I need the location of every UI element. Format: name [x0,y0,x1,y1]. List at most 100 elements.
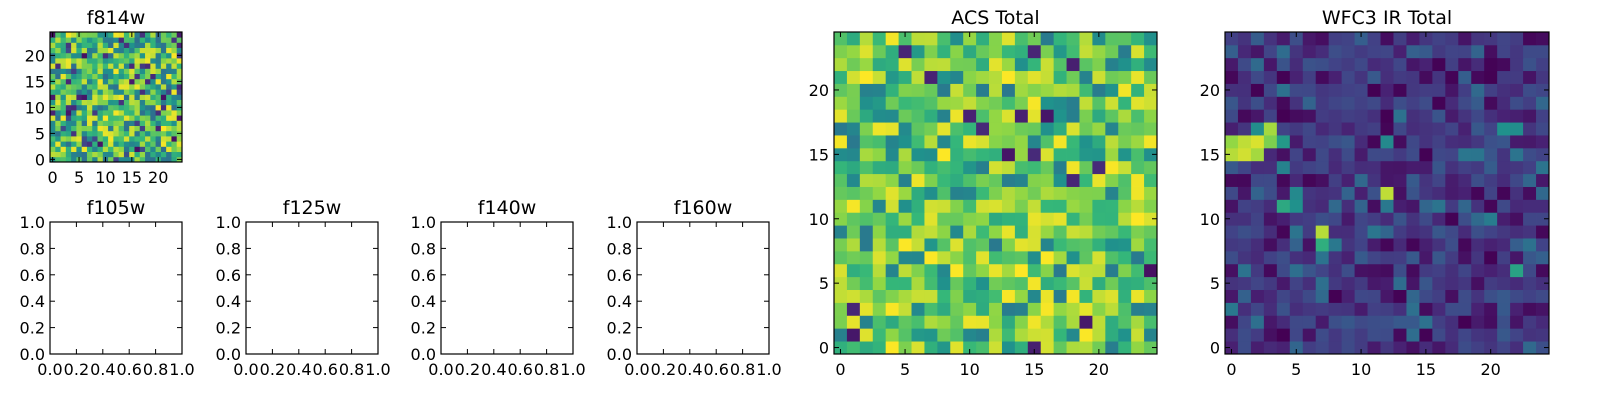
heatmap-cell [924,147,938,162]
heatmap-cell [155,99,162,106]
heatmap-cell [1393,238,1407,252]
heatmap-cell [86,63,93,69]
heatmap-cell [1497,302,1511,316]
heatmap-cell [1341,263,1355,278]
heatmap-cell [139,68,146,74]
heatmap-cell [1406,302,1420,316]
heatmap-cell [872,173,887,187]
heatmap-cell [1066,225,1080,239]
heatmap-cell [92,68,98,74]
heatmap-cell [1079,289,1093,303]
heatmap-cell [60,37,67,43]
axes-frame [636,221,770,355]
heatmap-cell [71,89,77,95]
heatmap-cell [1432,186,1446,200]
heatmap-cell [113,42,120,48]
heatmap-cell [885,70,899,84]
heatmap-cell [1471,225,1485,239]
heatmap-cell [898,263,912,278]
heatmap-cell [71,78,77,85]
heatmap-cell [1523,57,1537,72]
heatmap-cell [92,151,98,158]
heatmap-cell [55,104,61,111]
heatmap-cell [1315,250,1330,265]
y-tick-label: 0.6 [20,266,45,285]
heatmap-cell [1367,160,1381,175]
heatmap-cell [81,73,88,80]
heatmap-cell [1380,289,1394,303]
heatmap-cell [76,52,83,59]
heatmap-cell [1066,44,1080,59]
heatmap-cell [989,315,1003,329]
heatmap-cell [71,151,77,158]
heatmap-cell [71,37,77,43]
heatmap-cell [1497,315,1511,329]
heatmap-cell [1354,96,1368,110]
heatmap-cell [1250,96,1265,110]
heatmap-cell [1079,96,1093,110]
heatmap-cell [92,58,98,64]
x-tick-label: 0 [1226,360,1236,379]
heatmap-cell [55,130,61,137]
heatmap-cell [1393,250,1407,265]
heatmap-cell [1406,135,1420,149]
heatmap-cell [1237,289,1252,303]
heatmap-cell [1263,96,1278,110]
heatmap-cell [846,328,861,342]
heatmap-cell [150,104,156,111]
heatmap-cell [1315,122,1330,136]
heatmap-cell [1237,341,1252,355]
heatmap-cell [963,328,977,342]
heatmap-cell [1315,32,1330,46]
heatmap-cell [129,120,135,126]
heatmap-cell [937,315,951,329]
heatmap-cell [129,151,135,158]
heatmap-cell [911,276,925,290]
heatmap-cell [1328,83,1343,97]
heatmap-cell [65,47,72,54]
heatmap-cell [1276,238,1291,252]
heatmap-cell [71,120,77,126]
heatmap-cell [872,238,887,252]
heatmap-cell [885,199,899,213]
heatmap-cell [834,135,848,149]
heatmap-cell [113,37,120,43]
heatmap-cell [1053,173,1067,187]
heatmap-cell [55,125,61,132]
y-tick-label: 0.2 [607,319,632,338]
heatmap-cell [129,58,135,64]
heatmap-cell [123,42,130,48]
heatmap-cell [1092,341,1106,355]
x-tick-label: 15 [1024,360,1044,379]
heatmap-cell [1458,96,1472,110]
heatmap-cell [60,94,67,100]
heatmap-cell [1079,263,1093,278]
heatmap-cell [1014,173,1029,187]
heatmap-cell [1510,147,1524,162]
heatmap-cell [1484,315,1498,329]
heatmap-cell [65,73,72,80]
heatmap-cell [118,146,125,152]
heatmap-cell [859,96,874,110]
heatmap-cell [1354,147,1368,162]
heatmap-cell [1276,32,1291,46]
y-tick-label: 0 [1210,339,1220,358]
heatmap-cell [134,94,141,100]
panel-title: ACS Total [951,7,1039,29]
heatmap-cell [108,130,114,137]
heatmap-cell [76,68,83,74]
heatmap-cell [1445,186,1459,200]
heatmap-cell [950,186,964,200]
heatmap-cell [834,250,848,265]
y-tick-label: 10 [1200,210,1220,229]
heatmap-cell [1237,160,1252,175]
heatmap-cell [1432,302,1446,316]
heatmap-cell [76,58,83,64]
heatmap-cell [911,315,925,329]
heatmap-cell [1341,160,1355,175]
heatmap-cell [134,141,141,147]
heatmap-cell [1053,212,1067,226]
heatmap-cell [1341,186,1355,200]
heatmap-cell [1471,96,1485,110]
